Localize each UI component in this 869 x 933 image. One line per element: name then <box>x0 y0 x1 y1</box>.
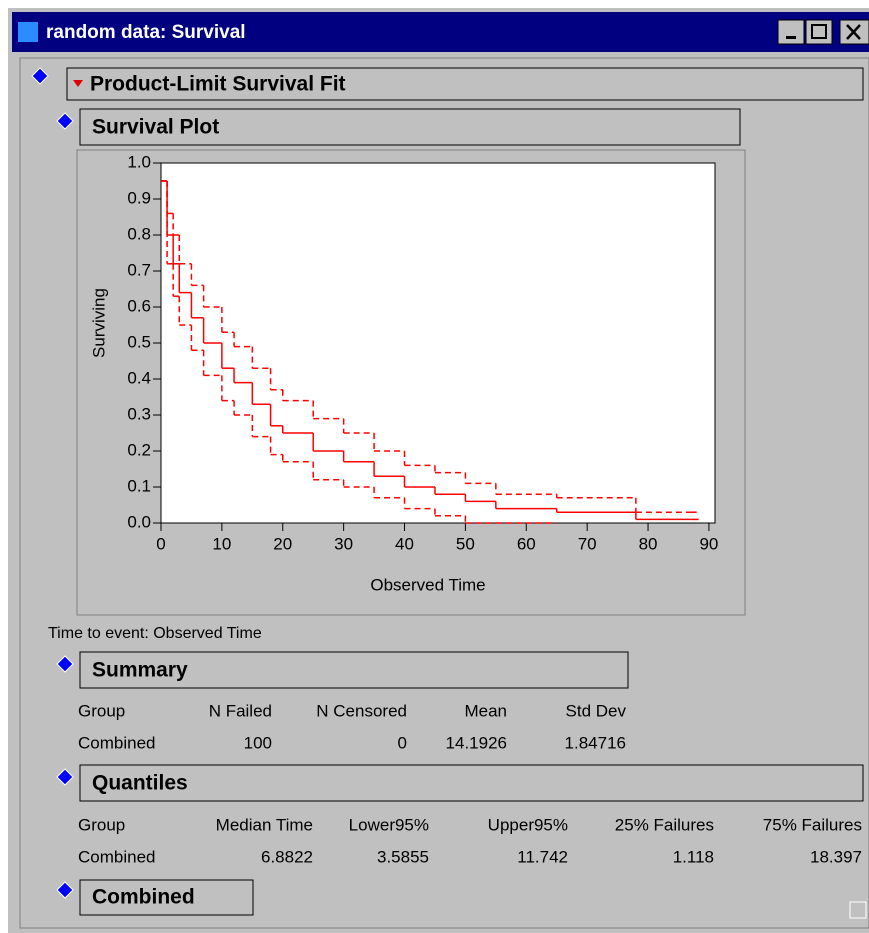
table-cell: 1.84716 <box>565 733 626 752</box>
table-cell: 1.118 <box>673 847 714 866</box>
table-cell: 11.742 <box>517 847 568 866</box>
plot: 0.0 0.1 0.2 0.3 0.4 0.5 0.6 0.7 0.8 0.9 1.0 0 10 20 30… <box>89 152 718 594</box>
y-tick-label: 0.3 <box>127 404 151 423</box>
disclosure-icon[interactable] <box>56 768 74 786</box>
column-header: 25% Failures <box>615 815 714 834</box>
menu-triangle[interactable] <box>73 80 83 87</box>
x-axis-label: Observed Time <box>370 575 485 594</box>
x-tick-label: 90 <box>699 534 718 553</box>
section-title: Combined <box>92 886 195 909</box>
disclosure-icon[interactable] <box>56 655 74 673</box>
y-tick-label: 0.4 <box>127 368 151 387</box>
report-header[interactable] <box>66 67 864 101</box>
table-cell: Combined <box>78 847 156 866</box>
column-header: Std Dev <box>566 701 627 720</box>
plot-area <box>160 162 716 524</box>
quantiles-table: Group Median Time Lower95% Upper95% 25% Fail… <box>78 815 862 866</box>
y-tick-label: 0.2 <box>127 440 151 459</box>
table-cell: 0 <box>398 733 407 752</box>
table-cell: 18.397 <box>810 847 862 866</box>
x-tick-label: 80 <box>639 534 658 553</box>
table-cell: 6.8822 <box>261 847 313 866</box>
section-header[interactable] <box>79 651 629 689</box>
app-icon <box>18 22 38 42</box>
table-cell: 100 <box>244 733 272 752</box>
x-tick-label: 50 <box>456 534 475 553</box>
y-tick-label: 0.5 <box>127 332 151 351</box>
minimize-glyph <box>786 36 796 39</box>
report-title: Product-Limit Survival Fit <box>90 73 346 96</box>
disclosure-icon[interactable] <box>56 881 74 899</box>
column-header: Group <box>78 815 125 834</box>
x-tick-label: 60 <box>517 534 536 553</box>
title-bar <box>12 12 869 52</box>
y-tick-label: 0.0 <box>127 512 151 531</box>
y-tick-label: 0.8 <box>127 224 151 243</box>
resize-box[interactable] <box>849 901 867 919</box>
minimize-button[interactable] <box>777 19 805 45</box>
x-tick-label: 10 <box>212 534 231 553</box>
section-title: Quantiles <box>92 772 188 795</box>
y-axis-label: Surviving <box>89 288 108 358</box>
table-cell: 3.5855 <box>377 847 429 866</box>
y-tick-label: 0.1 <box>127 476 151 495</box>
x-tick-label: 0 <box>156 534 165 553</box>
y-tick-label: 0.6 <box>127 296 151 315</box>
table-cell: Combined <box>78 733 156 752</box>
column-header: N Censored <box>316 701 407 720</box>
column-header: Mean <box>464 701 507 720</box>
table-cell: 14.1926 <box>446 733 507 752</box>
section-title: Survival Plot <box>92 116 219 139</box>
window-buttons[interactable] <box>777 19 869 45</box>
x-tick-label: 70 <box>578 534 597 553</box>
maximize-glyph <box>811 24 827 39</box>
y-tick-label: 1.0 <box>127 152 151 171</box>
column-header: Median Time <box>216 815 313 834</box>
column-header: Lower95% <box>349 815 429 834</box>
maximize-button[interactable] <box>805 19 833 45</box>
disclosure-icon[interactable] <box>31 67 49 85</box>
disclosure-icon[interactable] <box>56 112 74 130</box>
column-header: Group <box>78 701 125 720</box>
column-header: N Failed <box>209 701 272 720</box>
y-tick-label: 0.9 <box>127 188 151 207</box>
note: Time to event: Observed Time <box>48 625 262 642</box>
column-header: 75% Failures <box>763 815 862 834</box>
section-header[interactable] <box>79 879 254 916</box>
x-tick-label: 40 <box>395 534 414 553</box>
section-header[interactable] <box>79 764 864 802</box>
summary-table: Group N Failed N Censored Mean Std Dev Combin… <box>78 701 626 752</box>
x-tick-label: 20 <box>273 534 292 553</box>
y-tick-label: 0.7 <box>127 260 151 279</box>
section-header[interactable] <box>79 108 741 146</box>
x-tick-label: 30 <box>334 534 353 553</box>
window-title: random data: Survival <box>46 22 246 43</box>
column-header: Upper95% <box>488 815 568 834</box>
section-title: Summary <box>92 659 188 682</box>
close-glyph <box>846 24 861 40</box>
